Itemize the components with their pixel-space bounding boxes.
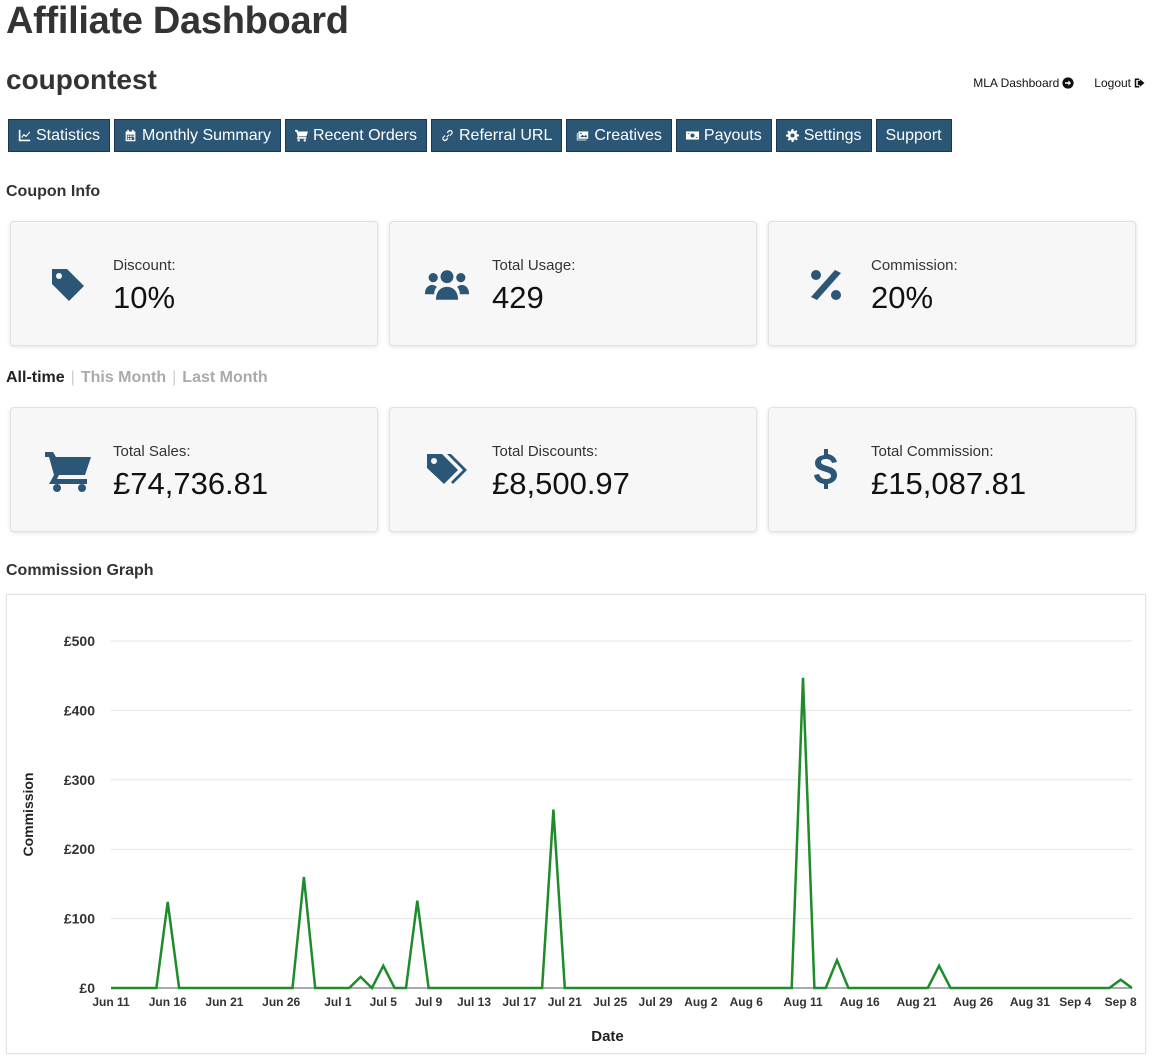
nav-payouts-button[interactable]: Payouts	[675, 119, 772, 152]
nav-creatives-label: Creatives	[594, 126, 662, 144]
tab-this-month[interactable]: This Month	[80, 369, 167, 386]
percent-icon	[811, 270, 841, 300]
sign-out-icon	[1134, 78, 1145, 88]
nav-statistics-label: Statistics	[36, 126, 101, 144]
main-nav: Statistics Monthly Summary Recent Orders…	[8, 119, 952, 152]
users-icon	[424, 270, 470, 300]
discount-label: Discount:	[113, 257, 176, 274]
nav-referral-url-button[interactable]: Referral URL	[430, 119, 563, 152]
gear-icon	[785, 129, 799, 142]
cart-icon	[45, 452, 91, 492]
y-tick-label: £200	[64, 841, 95, 857]
images-icon	[577, 131, 589, 141]
total-discounts-value: £8,500.97	[492, 466, 630, 501]
coupon-info-cards: Discount: 10% Total Usage: 429 Commissio…	[10, 221, 1136, 346]
nav-settings-label: Settings	[803, 126, 862, 144]
logout-link[interactable]: Logout	[1094, 76, 1146, 90]
x-tick-label: Sep 8	[1105, 995, 1137, 1009]
discount-value: 10%	[113, 280, 176, 315]
total-discounts-label: Total Discounts:	[492, 443, 598, 460]
nav-monthly-summary-label: Monthly Summary	[142, 126, 271, 144]
nav-payouts-label: Payouts	[703, 126, 762, 144]
cart-icon	[294, 129, 308, 142]
tag-icon	[52, 269, 84, 301]
y-tick-label: £300	[64, 772, 95, 788]
link-icon	[442, 129, 453, 142]
total-commission-label: Total Commission:	[871, 443, 994, 460]
x-tick-label: Jul 9	[415, 995, 443, 1009]
total-commission-card: Total Commission: £15,087.81	[768, 407, 1136, 532]
commission-rate-value: 20%	[871, 280, 934, 315]
total-sales-value: £74,736.81	[113, 466, 269, 501]
total-usage-value: 429	[492, 280, 544, 315]
tab-all-time[interactable]: All-time	[6, 369, 65, 386]
total-sales-card: Total Sales: £74,736.81	[10, 407, 378, 532]
nav-referral-url-label: Referral URL	[458, 126, 553, 144]
money-icon	[685, 131, 699, 140]
commission-series-line	[111, 677, 1133, 991]
dollar-icon	[814, 449, 837, 489]
nav-statistics-button[interactable]: Statistics	[8, 119, 111, 152]
x-tick-label: Sep 4	[1059, 995, 1091, 1009]
x-tick-label: Jul 1	[324, 995, 352, 1009]
mla-dashboard-link[interactable]: MLA Dashboard	[973, 76, 1074, 90]
commission-rate-card: Commission: 20%	[768, 221, 1136, 346]
nav-monthly-summary-button[interactable]: Monthly Summary	[114, 119, 281, 152]
x-tick-label: Aug 26	[953, 995, 993, 1009]
nav-settings-button[interactable]: Settings	[775, 119, 872, 152]
x-axis-label: Date	[591, 1028, 624, 1045]
x-tick-label: Aug 2	[684, 995, 718, 1009]
y-tick-label: £0	[79, 980, 95, 996]
affiliate-username: coupontest	[6, 64, 157, 95]
x-tick-label: Jul 17	[502, 995, 536, 1009]
x-tick-label: Aug 16	[840, 995, 880, 1009]
y-tick-label: £100	[64, 911, 95, 927]
total-usage-label: Total Usage:	[492, 257, 576, 274]
discount-card: Discount: 10%	[10, 221, 378, 346]
x-tick-label: Aug 31	[1010, 995, 1050, 1009]
commission-chart: £0 £100 £200 £300 £400 £500 Jun 11 Jun 16 Jun 21…	[20, 633, 1137, 1045]
x-tick-label: Jul 29	[639, 995, 673, 1009]
x-tick-label: Aug 11	[783, 995, 823, 1009]
commission-graph-heading: Commission Graph	[6, 562, 154, 579]
y-axis-label: Commission	[20, 772, 36, 856]
x-tick-label: Aug 6	[730, 995, 764, 1009]
x-tick-label: Jun 16	[149, 995, 187, 1009]
y-tick-label: £400	[64, 702, 95, 718]
commission-graph-container: £0 £100 £200 £300 £400 £500 Jun 11 Jun 16 Jun 21…	[6, 594, 1146, 1054]
x-tick-label: Jun 21	[205, 995, 243, 1009]
nav-support-label: Support	[885, 126, 942, 144]
x-tick-label: Jun 26	[262, 995, 300, 1009]
x-tick-label: Jul 21	[548, 995, 582, 1009]
commission-rate-label: Commission:	[871, 257, 958, 274]
total-usage-card: Total Usage: 429	[389, 221, 757, 346]
arrow-circle-right-icon	[1062, 77, 1074, 89]
tab-separator: |	[172, 369, 177, 386]
coupon-info-heading: Coupon Info	[6, 183, 101, 200]
tab-separator: |	[70, 369, 75, 386]
top-links: MLA Dashboard Logout	[973, 76, 1146, 90]
x-tick-label: Jul 13	[457, 995, 491, 1009]
nav-creatives-button[interactable]: Creatives	[566, 119, 672, 152]
tab-last-month[interactable]: Last Month	[182, 369, 268, 386]
total-sales-label: Total Sales:	[113, 443, 191, 460]
nav-recent-orders-label: Recent Orders	[312, 126, 417, 144]
nav-recent-orders-button[interactable]: Recent Orders	[284, 119, 427, 152]
x-tick-label: Jul 25	[593, 995, 627, 1009]
total-commission-value: £15,087.81	[871, 466, 1027, 501]
calendar-icon	[125, 129, 136, 142]
nav-support-button[interactable]: Support	[875, 119, 952, 152]
totals-cards: Total Sales: £74,736.81 Total Discounts:…	[10, 407, 1136, 532]
y-tick-label: £500	[64, 633, 95, 649]
x-tick-label: Jul 5	[370, 995, 398, 1009]
chart-line-icon	[18, 129, 31, 142]
page-title: Affiliate Dashboard	[6, 0, 349, 42]
x-tick-label: Aug 21	[896, 995, 936, 1009]
period-tabs: All-time | This Month | Last Month	[6, 369, 268, 387]
logout-label: Logout	[1094, 76, 1131, 90]
mla-dashboard-label: MLA Dashboard	[973, 76, 1060, 90]
total-discounts-card: Total Discounts: £8,500.97	[389, 407, 757, 532]
tags-icon	[427, 454, 467, 484]
x-tick-label: Jun 11	[92, 995, 130, 1009]
